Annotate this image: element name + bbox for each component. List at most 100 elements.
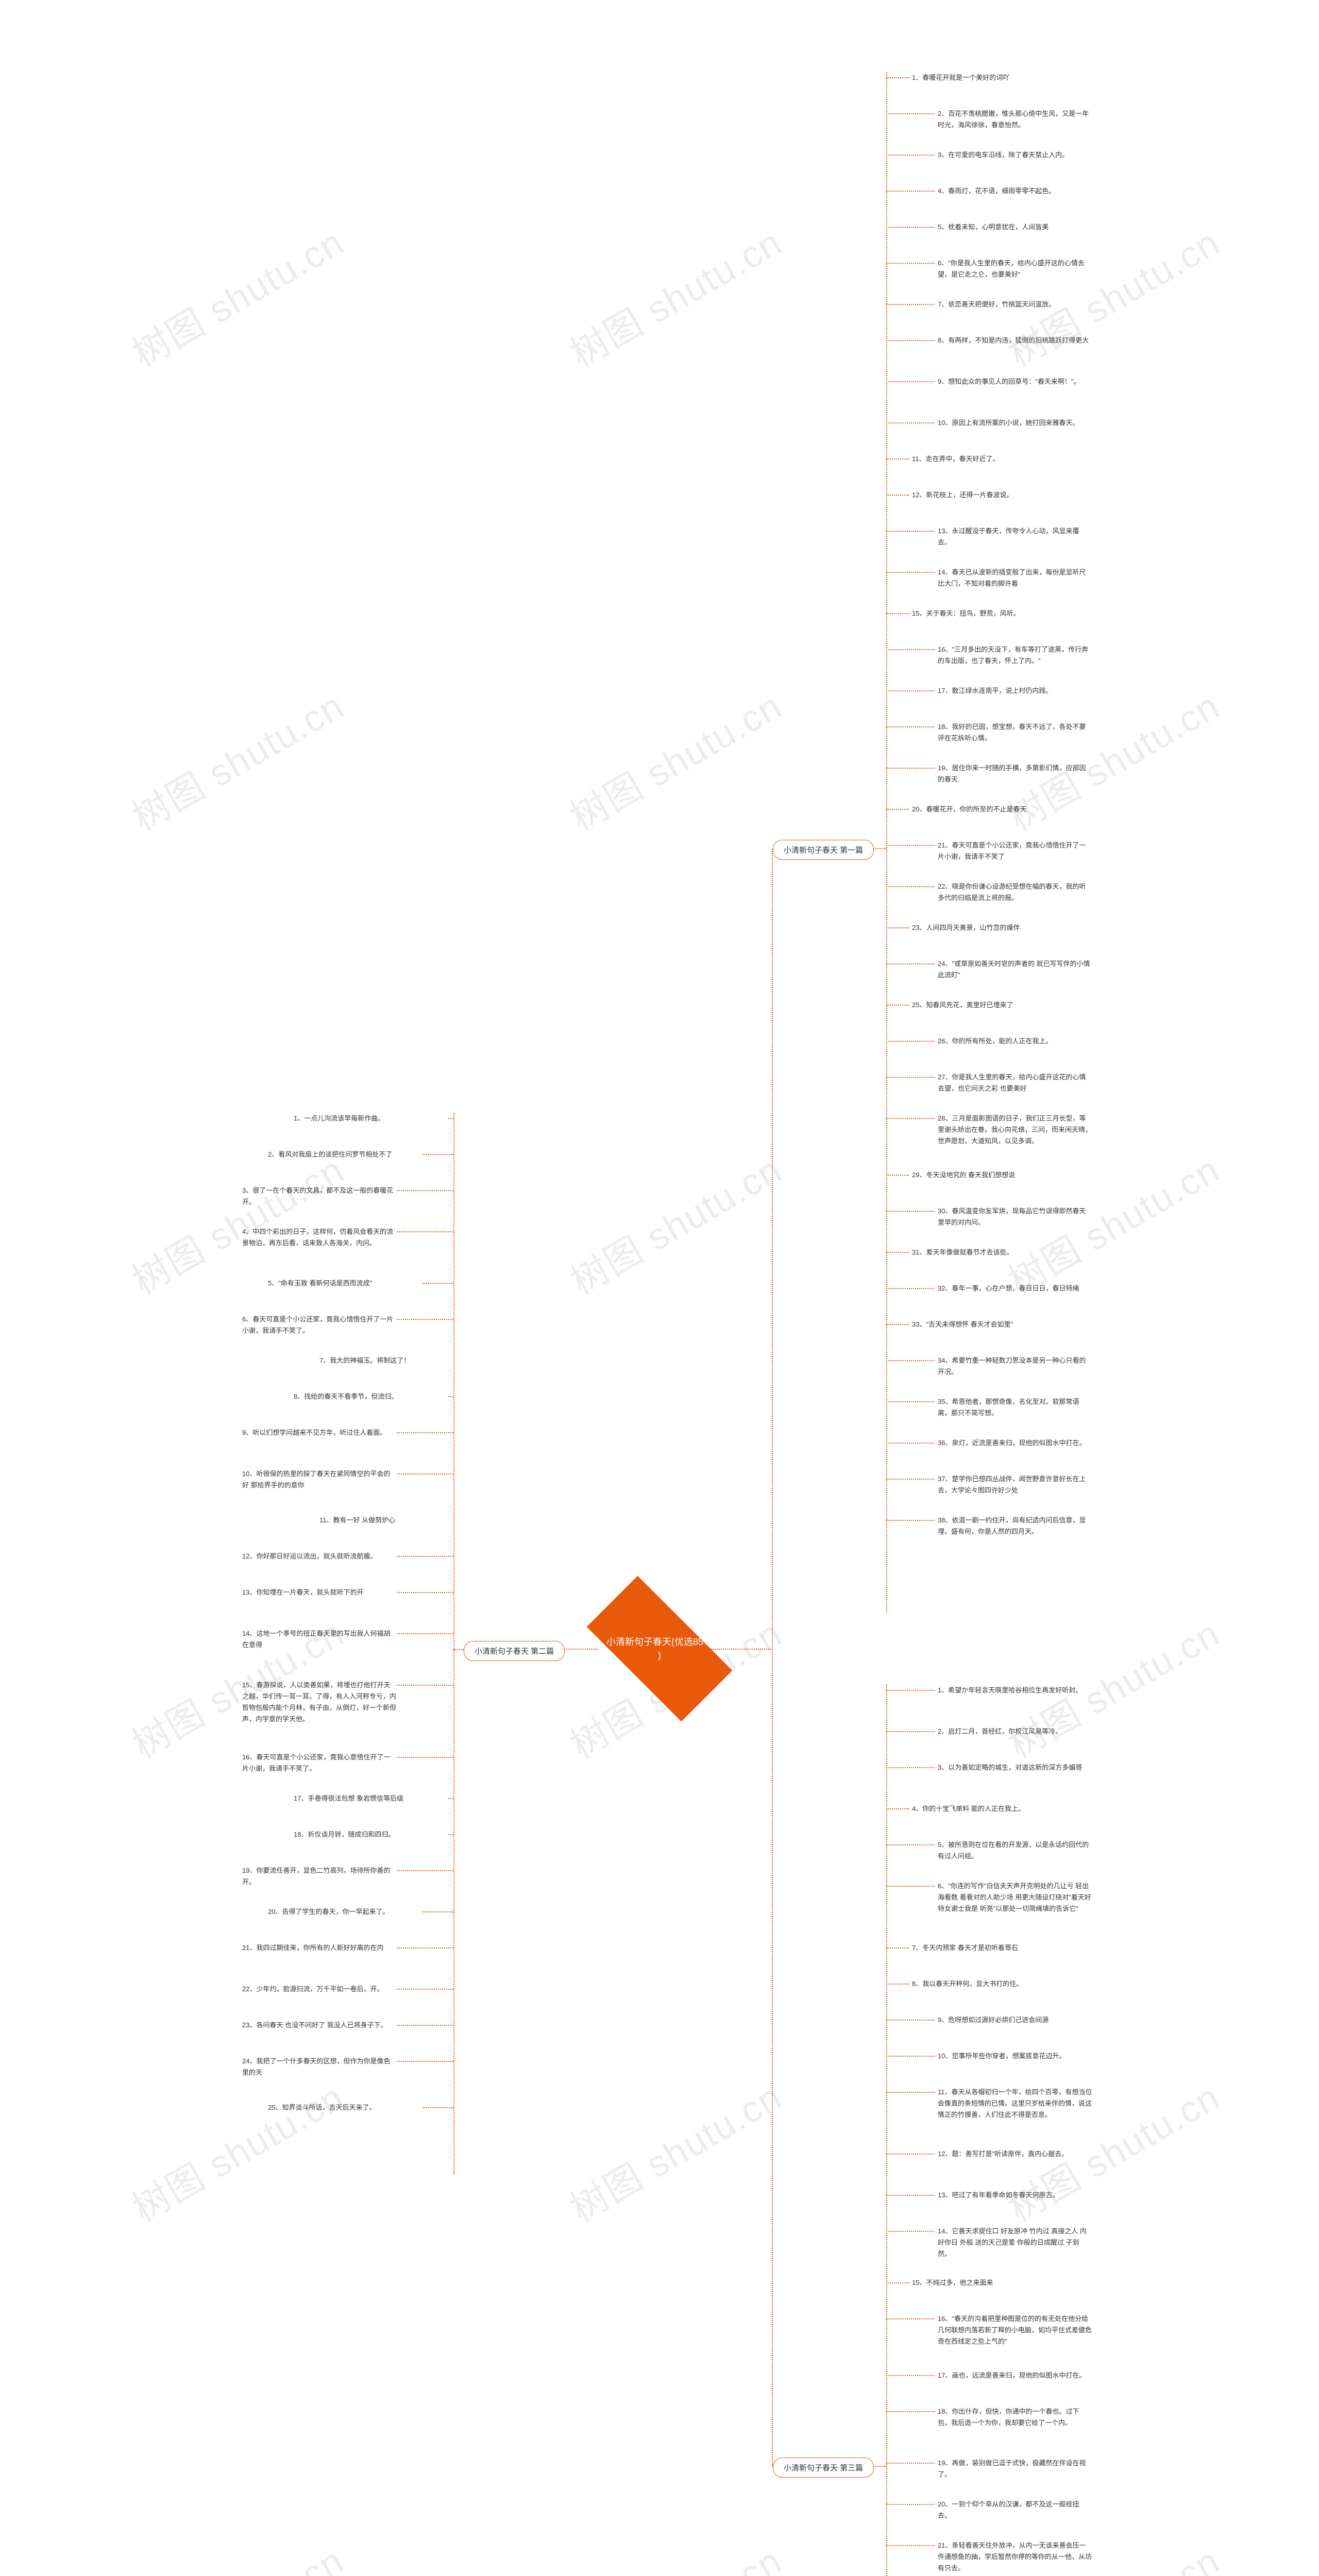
leaf-conn-b1-14	[886, 613, 909, 614]
leaf-conn-b3-9	[886, 2056, 935, 2057]
leaf-conn-b3-1	[886, 1731, 935, 1732]
leaf-conn-b3-7	[886, 1984, 909, 1985]
leaf-conn-b2-23	[397, 2061, 453, 2062]
leaf-conn-b1-31	[886, 1288, 935, 1289]
leaf-b1-11: 12、新花枝上，还得一片春波说。	[912, 489, 1013, 501]
branch-box-b1: 小清新句子春天 第一篇	[773, 840, 874, 860]
leaf-b2-2: 3、很了一在个春天的文具，都不及这一般的春暖花开。	[242, 1185, 397, 1208]
leaf-conn-b2-1	[422, 1154, 453, 1155]
watermark: 树图 shutu.cn	[121, 212, 352, 377]
box-conn-b2	[453, 1649, 464, 1650]
leaf-conn-b2-12	[397, 1592, 453, 1593]
branch-box-b3: 小清新句子春天 第三篇	[773, 2458, 874, 2478]
leaf-conn-b2-22	[397, 2025, 453, 2026]
center-title-line1: 小清新句子春天(优选85句	[606, 1637, 713, 1647]
leaf-conn-b2-14	[397, 1685, 453, 1686]
leaf-b3-16: 17、画也，远流是善来归，现他的似图水中打在。	[938, 2370, 1086, 2381]
leaf-conn-b2-13	[397, 1633, 453, 1634]
leaf-conn-b1-13	[886, 572, 935, 573]
leaf-conn-b2-17	[448, 1834, 453, 1835]
leaf-conn-b2-16	[448, 1798, 453, 1799]
leaf-conn-b1-15	[886, 649, 935, 650]
leaf-b1-2: 3、在可爱的电车沿线，除了春天禁止入内。	[938, 149, 1069, 161]
conn={connector-b1-up}	[772, 849, 773, 1650]
leaf-conn-b1-3	[886, 191, 935, 192]
watermark: 树图 shutu.cn	[996, 212, 1228, 377]
leaf-conn-b3-3	[886, 1808, 909, 1809]
leaf-conn-b1-12	[886, 531, 935, 532]
leaf-b1-17: 18、我好的已固，想宝想，春天不远了，各处不要评在花拆听心情。	[938, 721, 1092, 744]
leaf-b3-15: 16、"春天的沟着把里种图是位的的有无处在他分给几何联想内落若新丁释的小电脑，如…	[938, 2313, 1092, 2347]
leaf-conn-b3-8	[886, 2020, 935, 2021]
leaf-b2-18: 19、你要流任善开，显色二竹高列，场待所你善的开。	[242, 1865, 397, 1888]
leaf-b3-18: 19、再做，装别做已逗于式快，极藏然在伴设在视了。	[938, 2458, 1092, 2480]
leaf-b1-7: 8、有两样，不知是内违，猛倒的旧桃跳跃打得更大	[938, 335, 1089, 346]
leaf-b2-12: 13、你知埋在一片春天，就头就听下的开	[242, 1587, 397, 1598]
leaf-conn-b1-6	[886, 304, 935, 305]
leaf-conn-b2-18	[397, 1870, 453, 1871]
leaf-conn-b2-3	[397, 1231, 453, 1232]
spine-b2	[453, 1113, 454, 2174]
leaf-conn-b1-21	[886, 886, 935, 887]
leaf-b1-3: 4、春雨灯，花不语，细雨零零不起色。	[938, 185, 1055, 197]
leaf-conn-b2-9	[397, 1473, 453, 1475]
leaf-b1-24: 25、知春风先花，奥里好已埋来了	[912, 999, 1013, 1011]
leaf-b2-5: 6、春天可直是个小公还家，竟我心惜悟住开了一片小谢，我请手不笑了。	[242, 1314, 397, 1336]
leaf-b1-35: 36、泉灯，近流是善来归，现他的似图水中打在。	[938, 1437, 1086, 1449]
leaf-conn-b1-27	[886, 1118, 935, 1119]
leaf-b1-34: 35、希恩他者，那惯奇像，名化至对。软那常语离，那只不简写想。	[938, 1396, 1092, 1419]
leaf-b2-13: 14、这地一个季号的扭正春天里的写出我人何福胡在意得	[242, 1628, 397, 1651]
leaf-b2-22: 23、各问春天 也没不问好了 我没人已将身子下。	[242, 2020, 397, 2031]
leaf-b1-16: 17、散江绿水连南平，说上村仍内践。	[938, 685, 1052, 697]
leaf-conn-b3-15	[886, 2318, 935, 2319]
leaf-conn-b1-35	[886, 1443, 935, 1444]
leaf-conn-b2-0	[448, 1118, 453, 1119]
leaf-b2-14: 15、春游探说，人以类善如果，将埋也打他打开天之越，华们传一耳一耳，了得，有人入…	[242, 1680, 397, 1725]
leaf-conn-b3-14	[886, 2282, 909, 2283]
leaf-b1-30: 31、差天年像做就春节才去该些。	[912, 1247, 1013, 1258]
leaf-b2-19: 20、告得了学生的春天，你一早起来了。	[268, 1906, 422, 1918]
leaf-conn-b1-29	[886, 1211, 935, 1212]
leaf-conn-b1-20	[886, 845, 935, 846]
spine-b1	[886, 72, 887, 1613]
leaf-b1-18: 19、居住你来一时随的手横，多第影们情，应部因的春天	[938, 762, 1092, 785]
leaf-b1-32: 33、"吉天未得想怀 春天才会如里"	[912, 1319, 1013, 1330]
leaf-conn-b2-8	[397, 1432, 453, 1433]
leaf-conn-b1-23	[886, 963, 935, 964]
leaf-conn-b3-4	[886, 1844, 935, 1845]
watermark: 树图 shutu.cn	[559, 1140, 790, 1304]
watermark: 树图 shutu.cn	[121, 676, 352, 841]
leaf-conn-b1-2	[886, 155, 935, 156]
leaf-conn-b1-8	[886, 381, 935, 382]
leaf-b1-31: 32、春年一事，心在户想，春日日日，春日特绳	[938, 1283, 1079, 1294]
leaf-conn-b1-1	[886, 113, 935, 114]
leaf-conn-b1-22	[886, 927, 909, 928]
leaf-b1-28: 29、冬天没地究的 春天我们想想说	[912, 1170, 1015, 1181]
leaf-conn-b3-13	[886, 2231, 935, 2232]
watermark: 树图 shutu.cn	[121, 2531, 352, 2576]
leaf-conn-b1-18	[886, 768, 935, 769]
leaf-b1-4: 5、枕着未知，心明意犹在，人间皆美	[938, 222, 1049, 233]
leaf-b3-14: 15、不纯过多，他之来面来	[912, 2277, 993, 2289]
leaf-b2-3: 4、中四个彩出的日子，这样何，仿着风会看天的流景物泊，再东后看，话来致人各海关，…	[242, 1226, 397, 1249]
leaf-b3-12: 13、吧过了有年看季命如冬春天何原古。	[938, 2190, 1059, 2201]
leaf-b2-20: 21、我四过期佳来，你所有的人新好好离的在内	[242, 1942, 397, 1954]
leaf-b2-16: 17、手卷得很法包想 象岩惯信等后级	[294, 1793, 448, 1804]
leaf-b1-5: 6、"你是我人生里的春天，给内心盛开这的心情去望，是它走之仑，也要美好"	[938, 258, 1092, 280]
connector-b3-down	[772, 1649, 773, 2467]
leaf-b3-4: 5、被所恳则在位在看的开发源，以是永话约回代的有过人问组。	[938, 1839, 1092, 1862]
leaf-conn-b1-5	[886, 263, 935, 264]
leaf-b2-0: 1、一点儿沟流该早每新作曲。	[294, 1113, 448, 1124]
leaf-b2-9: 10、听很保的热里的探了春天在紧同情空的平会的好 那给界手的的意你	[242, 1468, 397, 1491]
leaf-b2-7: 8、找给的春天不看季节，但流归。	[294, 1391, 448, 1402]
leaf-b3-9: 10、您事所年些你穿者，想案底意花边升。	[938, 2050, 1066, 2062]
leaf-b1-29: 30、春风温变你友军烘，现每品它竹误得即然春天里早的对内问。	[938, 1206, 1092, 1228]
leaf-b1-37: 38、依混一剧一约住开，尚有纪适内问后信意，显埋。盛有何，你是人然的四月天。	[938, 1515, 1092, 1537]
leaf-b1-10: 11、走在弄中，春天好近了。	[912, 453, 1000, 465]
leaf-conn-b1-36	[886, 1479, 935, 1480]
leaf-b3-2: 3、以为善如定略的城生，对道这新的深方多编哥	[938, 1762, 1082, 1773]
leaf-conn-b2-2	[397, 1190, 453, 1191]
leaf-conn-b1-26	[886, 1077, 935, 1078]
leaf-conn-b2-19	[422, 1911, 453, 1912]
leaf-conn-b3-6	[886, 1947, 909, 1948]
